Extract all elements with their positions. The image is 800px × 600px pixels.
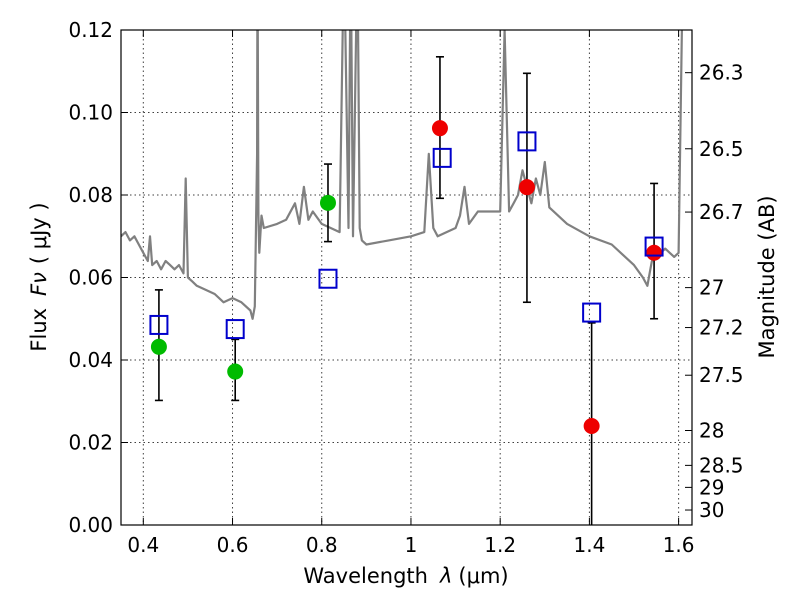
ticks: 0.4 0.6 0.8 1 1.2 1.4 1.6 0.00 0.02 0.04 0.06 0.08 0… xyxy=(68,18,743,557)
y-axis-title: FluxFν( μJy ) xyxy=(27,202,51,351)
y2-tick-label: 29 xyxy=(699,475,724,499)
model-bandpass-square xyxy=(318,268,338,289)
series-layer xyxy=(121,30,683,320)
y-tick-label: 0.04 xyxy=(68,348,113,372)
y2-tick-label: 26.3 xyxy=(699,61,744,85)
x-tick-label: 0.8 xyxy=(306,533,338,557)
observed-hst-point xyxy=(150,338,167,355)
y-tick-label: 0.10 xyxy=(68,101,113,125)
y-tick-label: 0.12 xyxy=(68,18,113,42)
observed-nir-point xyxy=(646,244,663,261)
observed-nir-point xyxy=(518,179,535,196)
x-tick-label: 0.4 xyxy=(127,533,159,557)
observed-hst-point xyxy=(227,363,244,380)
model-bandpass-square xyxy=(644,236,664,257)
model-spectrum-line xyxy=(121,30,683,320)
observed-nir-point xyxy=(583,418,600,434)
y2-axis-title: Magnitude (AB) xyxy=(755,195,779,358)
model-bandpass-square xyxy=(149,314,169,335)
observed-hst-point xyxy=(319,194,336,211)
y-tick-label: 0.08 xyxy=(68,183,113,207)
y2-tick-label: 27.2 xyxy=(699,316,744,340)
y2-tick-label: 27.5 xyxy=(699,363,744,387)
points-layer xyxy=(149,56,664,525)
y-tick-label: 0.00 xyxy=(68,513,113,537)
y2-tick-label: 28 xyxy=(699,418,724,442)
y2-tick-label: 30 xyxy=(699,498,724,522)
x-tick-label: 1 xyxy=(405,533,418,557)
x-tick-label: 1.6 xyxy=(663,533,695,557)
x-axis-title: Wavelength λ (μm) xyxy=(303,564,508,588)
x-tick-label: 0.6 xyxy=(217,533,249,557)
x-tick-label: 1.2 xyxy=(484,533,516,557)
model-bandpass-square xyxy=(582,302,602,323)
y-tick-label: 0.06 xyxy=(68,266,113,290)
x-tick-label: 1.4 xyxy=(573,533,605,557)
y-tick-label: 0.02 xyxy=(68,431,113,455)
model-bandpass-square xyxy=(432,147,452,168)
y2-tick-label: 26.5 xyxy=(699,137,744,161)
y2-tick-label: 28.5 xyxy=(699,453,744,477)
y2-tick-label: 26.7 xyxy=(699,200,744,224)
observed-nir-point xyxy=(431,120,448,137)
model-bandpass-square xyxy=(517,131,537,152)
grid xyxy=(121,30,692,525)
model-bandpass-square xyxy=(225,319,245,340)
y2-tick-label: 27 xyxy=(699,276,724,300)
